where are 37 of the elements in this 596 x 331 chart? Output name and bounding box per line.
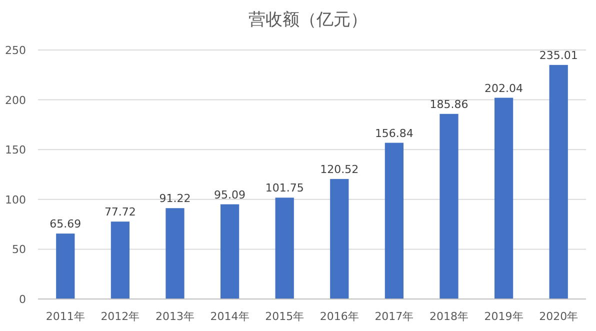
data-label: 235.01 [539,48,578,62]
x-tick-label: 2017年 [374,310,414,323]
data-label: 185.86 [430,98,468,111]
x-tick-label: 2013年 [156,310,194,323]
bar [440,114,458,299]
y-tick-label: 150 [5,144,26,157]
data-label: 91.22 [159,192,191,206]
x-tick-label: 2016年 [320,310,359,323]
data-label: 202.04 [484,82,524,95]
x-tick-label: 2014年 [210,310,250,323]
bar [220,204,240,299]
data-label: 156.84 [374,126,414,140]
x-tick-label: 2015年 [265,310,304,323]
bar [166,208,184,299]
bar [384,142,404,299]
x-tick-label: 2019年 [484,310,524,323]
y-tick-label: 50 [12,243,26,256]
x-tick-label: 2012年 [100,310,140,323]
y-tick-label: 0 [19,293,26,306]
bar [110,222,130,299]
data-label: 77.72 [104,206,136,219]
chart-title: 营收额（亿元） [248,10,368,30]
y-tick-label: 250 [5,44,26,57]
bar [494,98,514,299]
x-tick-label: 2020年 [539,310,578,323]
x-tick-label: 2018年 [430,310,468,323]
data-label: 95.09 [214,188,246,202]
bar [330,178,349,299]
y-tick-label: 200 [5,94,26,107]
data-label: 65.69 [50,218,82,231]
bar [275,198,294,299]
x-tick-label: 2011年 [46,310,85,323]
bar [56,234,75,299]
data-label: 120.52 [320,162,359,176]
y-tick-label: 100 [5,193,26,206]
bar [549,64,568,299]
data-label: 101.75 [265,182,304,195]
